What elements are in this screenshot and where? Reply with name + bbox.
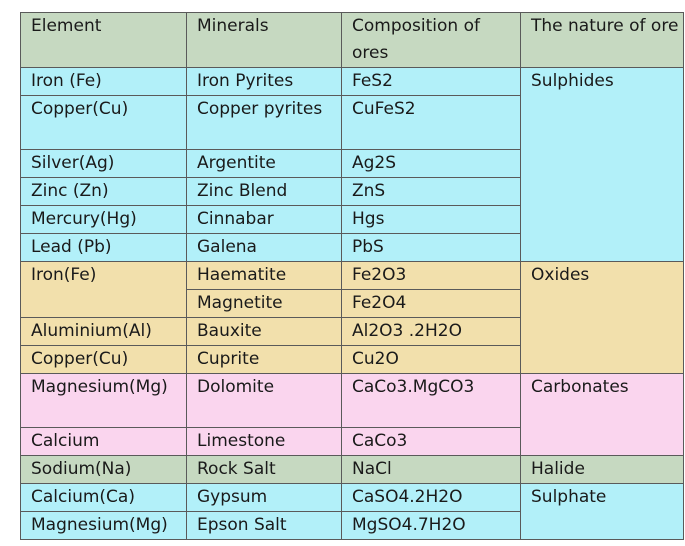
nature-cell-sulphate: Sulphate bbox=[520, 483, 684, 540]
table-row: Zinc (Zn) Zinc Blend ZnS bbox=[20, 177, 684, 206]
element-cell: Magnesium(Mg) bbox=[20, 511, 187, 540]
composition-cell: MgSO4.7H2O bbox=[341, 511, 521, 540]
element-cell: Magnesium(Mg) bbox=[20, 373, 187, 428]
mineral-cell: Limestone bbox=[186, 427, 342, 456]
element-cell: Calcium bbox=[20, 427, 187, 456]
element-cell: Sodium(Na) bbox=[20, 455, 187, 484]
table-row: Calcium(Ca) Gypsum CaSO4.2H2O Sulphate bbox=[20, 483, 684, 540]
table-row: Copper(Cu) Copper pyrites CuFeS2 bbox=[20, 95, 684, 150]
table-row: Sodium(Na) Rock Salt NaCl Halide bbox=[20, 455, 684, 484]
mineral-cell: Dolomite bbox=[186, 373, 342, 428]
mineral-cell: Bauxite bbox=[186, 317, 342, 346]
table-row: Magnesium(Mg) Epson Salt MgSO4.7H2O bbox=[20, 511, 684, 540]
composition-cell: CuFeS2 bbox=[341, 95, 521, 150]
mineral-cell: Rock Salt bbox=[186, 455, 342, 484]
composition-cell: NaCl bbox=[341, 455, 521, 484]
table-row: Silver(Ag) Argentite Ag2S bbox=[20, 149, 684, 178]
composition-cell: Fe2O3 bbox=[341, 261, 521, 290]
composition-cell: Cu2O bbox=[341, 345, 521, 374]
composition-cell: FeS2 bbox=[341, 67, 521, 96]
composition-cell: ZnS bbox=[341, 177, 521, 206]
element-cell: Zinc (Zn) bbox=[20, 177, 187, 206]
mineral-cell: Haematite bbox=[186, 261, 342, 290]
element-cell: Lead (Pb) bbox=[20, 233, 187, 262]
mineral-cell: Cinnabar bbox=[186, 205, 342, 234]
table-row: Calcium Limestone CaCo3 bbox=[20, 427, 684, 456]
table-row: Iron(Fe) Haematite Fe2O3 Oxides bbox=[20, 261, 684, 374]
table-row: Mercury(Hg) Cinnabar Hgs bbox=[20, 205, 684, 234]
header-element: Element bbox=[20, 12, 187, 68]
mineral-cell: Iron Pyrites bbox=[186, 67, 342, 96]
composition-cell: CaSO4.2H2O bbox=[341, 483, 521, 512]
table-row: Magnesium(Mg) Dolomite CaCo3.MgCO3 Carbo… bbox=[20, 373, 684, 456]
header-minerals: Minerals bbox=[186, 12, 342, 68]
header-nature: The nature of ore bbox=[520, 12, 684, 68]
nature-cell-halide: Halide bbox=[520, 455, 684, 484]
element-cell: Iron(Fe) bbox=[20, 261, 187, 318]
nature-cell-sulphides: Sulphides bbox=[520, 67, 684, 262]
nature-cell-carbonates: Carbonates bbox=[520, 373, 684, 456]
element-cell: Calcium(Ca) bbox=[20, 483, 187, 512]
composition-cell: Fe2O4 bbox=[341, 289, 521, 318]
mineral-cell: Argentite bbox=[186, 149, 342, 178]
element-cell: Copper(Cu) bbox=[20, 95, 187, 150]
table-row: Iron (Fe) Iron Pyrites FeS2 Sulphides bbox=[20, 67, 684, 262]
element-cell: Mercury(Hg) bbox=[20, 205, 187, 234]
mineral-cell: Magnetite bbox=[186, 289, 342, 318]
composition-cell: PbS bbox=[341, 233, 521, 262]
mineral-cell: Gypsum bbox=[186, 483, 342, 512]
nature-cell-oxides: Oxides bbox=[520, 261, 684, 374]
header-composition: Composition of ores bbox=[341, 12, 521, 68]
mineral-cell: Copper pyrites bbox=[186, 95, 342, 150]
header-row: Element Minerals Composition of ores The… bbox=[20, 12, 684, 68]
element-cell: Aluminium(Al) bbox=[20, 317, 187, 346]
mineral-cell: Epson Salt bbox=[186, 511, 342, 540]
element-cell: Iron (Fe) bbox=[20, 67, 187, 96]
table-row: Copper(Cu) Cuprite Cu2O bbox=[20, 345, 684, 374]
mineral-cell: Cuprite bbox=[186, 345, 342, 374]
composition-cell: Al2O3 .2H2O bbox=[341, 317, 521, 346]
composition-cell: CaCo3.MgCO3 bbox=[341, 373, 521, 428]
element-cell: Silver(Ag) bbox=[20, 149, 187, 178]
table-row: Aluminium(Al) Bauxite Al2O3 .2H2O bbox=[20, 317, 684, 346]
composition-cell: Hgs bbox=[341, 205, 521, 234]
ores-table: Element Minerals Composition of ores The… bbox=[20, 12, 684, 540]
mineral-cell: Zinc Blend bbox=[186, 177, 342, 206]
mineral-cell: Galena bbox=[186, 233, 342, 262]
composition-cell: CaCo3 bbox=[341, 427, 521, 456]
table-row: Lead (Pb) Galena PbS bbox=[20, 233, 684, 262]
composition-cell: Ag2S bbox=[341, 149, 521, 178]
element-cell: Copper(Cu) bbox=[20, 345, 187, 374]
